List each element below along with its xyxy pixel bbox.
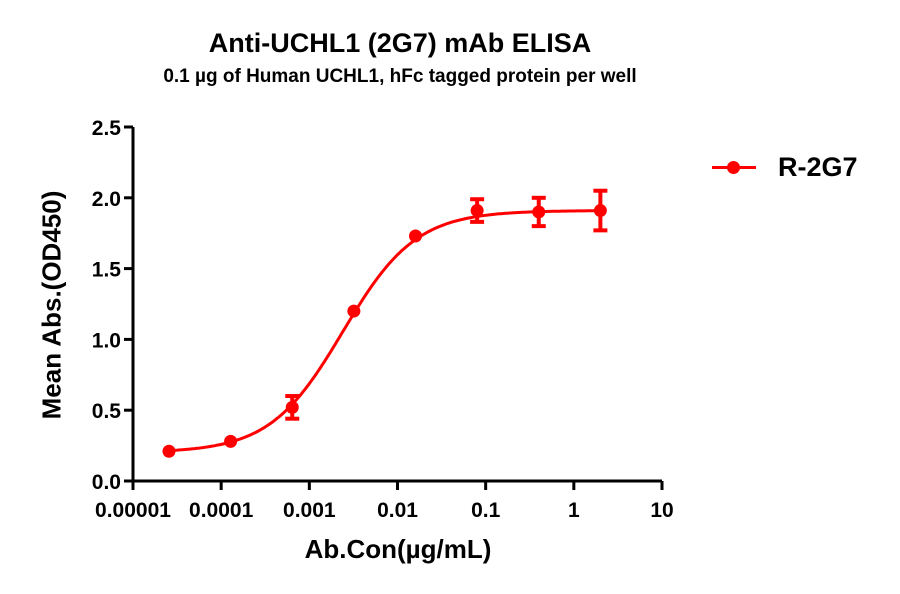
chart-title: Anti-UCHL1 (2G7) mAb ELISA (208, 28, 592, 58)
y-tick-label: 2.0 (92, 188, 121, 211)
x-tick-label: 10 (650, 499, 673, 522)
legend-label: R-2G7 (778, 152, 858, 182)
y-tick-label: 0.0 (92, 471, 121, 494)
y-tick-label: 0.5 (92, 400, 122, 423)
data-point (593, 204, 607, 218)
data-point (162, 444, 176, 458)
legend-marker-icon (712, 156, 756, 180)
x-tick-label: 0.001 (283, 499, 336, 522)
data-point (470, 204, 484, 218)
data-point (224, 434, 238, 448)
y-axis-label: Mean Abs.(OD450) (36, 190, 67, 420)
x-tick-label: 0.1 (471, 499, 501, 522)
x-tick-label: 0.0001 (189, 499, 254, 522)
data-point (408, 229, 422, 243)
fit-curve (168, 209, 601, 453)
data-point (532, 205, 546, 219)
y-tick-label: 1.0 (92, 329, 121, 352)
y-tick-label: 2.5 (92, 117, 122, 140)
data-point (285, 400, 299, 414)
legend: R-2G7 (712, 152, 858, 183)
data-point (347, 304, 361, 318)
x-tick-label: 0.00001 (95, 499, 171, 522)
y-tick-label: 1.5 (92, 259, 122, 282)
x-tick-label: 0.01 (377, 499, 418, 522)
x-axis-label: Ab.Con(µg/mL) (304, 534, 492, 564)
x-tick-label: 1 (568, 499, 580, 522)
chart-subtitle: 0.1 µg of Human UCHL1, hFc tagged protei… (163, 66, 637, 87)
